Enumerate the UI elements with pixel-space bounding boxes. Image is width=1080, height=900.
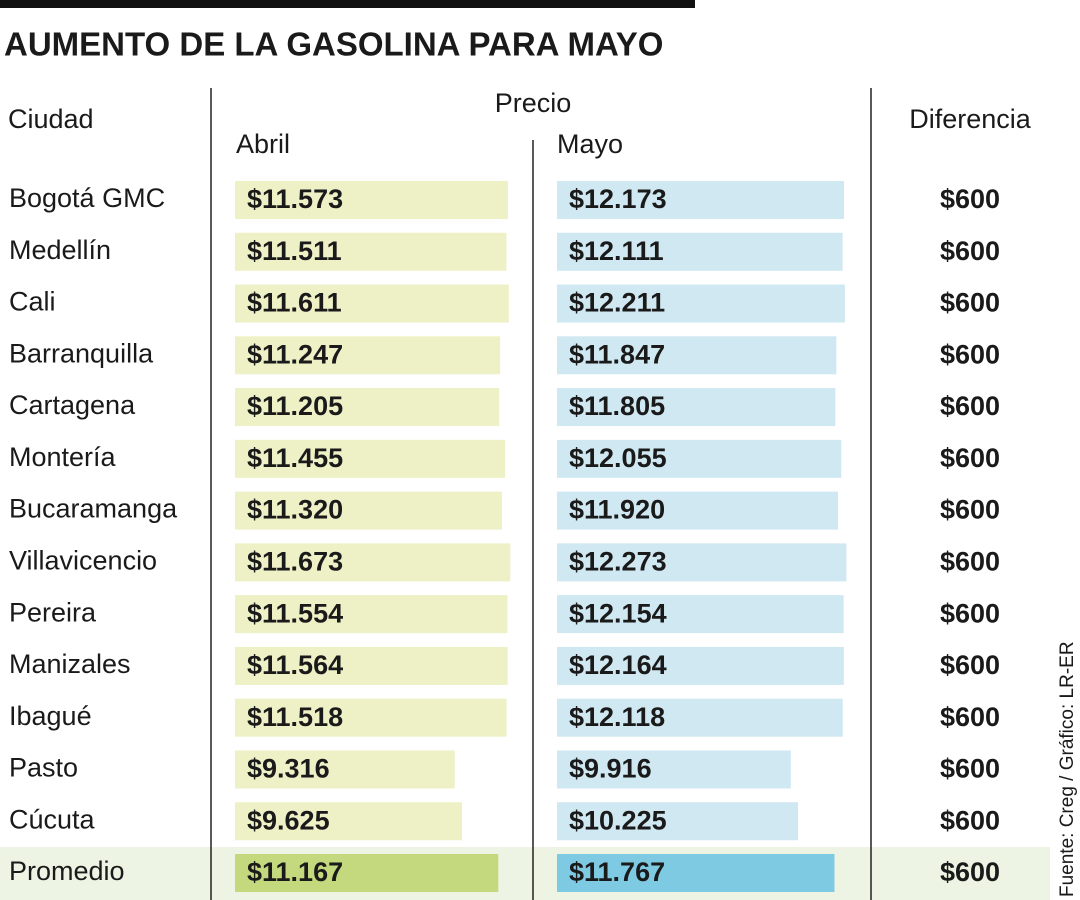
bar xyxy=(557,181,845,219)
bar xyxy=(557,750,791,789)
header: Diferencia xyxy=(909,104,1032,134)
difference-label: $600 xyxy=(940,495,1000,525)
value-label: $12.118 xyxy=(569,702,665,732)
bar xyxy=(235,439,506,478)
value-label: $9.316 xyxy=(247,754,330,784)
value-label: $11.511 xyxy=(247,236,342,266)
value-label: $11.247 xyxy=(247,339,343,369)
bar xyxy=(557,439,842,478)
difference-label: $600 xyxy=(940,443,1000,473)
row-label: Cartagena xyxy=(9,390,136,420)
row-label: Bogotá GMC xyxy=(9,183,165,213)
value-label: $11.167 xyxy=(247,857,343,887)
bar xyxy=(557,802,799,841)
difference-label: $600 xyxy=(940,702,1000,732)
value-label: $11.673 xyxy=(247,547,343,577)
bar xyxy=(557,543,847,582)
bar xyxy=(235,854,499,892)
value-label: $10.225 xyxy=(569,805,667,835)
bar xyxy=(557,646,844,685)
value-label: $11.320 xyxy=(247,495,343,525)
value-label: $11.205 xyxy=(247,391,343,421)
bar xyxy=(557,491,839,530)
bar xyxy=(235,698,507,737)
header: Precio xyxy=(495,88,572,118)
bar xyxy=(557,854,835,892)
row-label: Pasto xyxy=(9,753,78,783)
bar xyxy=(557,388,836,427)
value-label: $11.455 xyxy=(247,443,343,473)
row-label: Ibagué xyxy=(9,701,92,731)
difference-label: $600 xyxy=(940,184,1000,214)
difference-label: $600 xyxy=(940,650,1000,680)
value-label: $11.573 xyxy=(247,184,343,214)
bar xyxy=(235,750,455,789)
bar xyxy=(557,232,843,271)
bar xyxy=(235,543,511,582)
difference-label: $600 xyxy=(940,754,1000,784)
title-rule xyxy=(0,0,695,8)
bar xyxy=(235,646,508,685)
difference-label: $600 xyxy=(940,391,1000,421)
difference-label: $600 xyxy=(940,236,1000,266)
value-label: $11.554 xyxy=(247,598,343,628)
value-label: $11.805 xyxy=(569,391,665,421)
value-label: $11.564 xyxy=(247,650,343,680)
value-label: $12.111 xyxy=(569,236,664,266)
bar xyxy=(235,232,507,271)
difference-label: $600 xyxy=(940,598,1000,628)
bar xyxy=(235,284,509,323)
header: Ciudad xyxy=(8,104,94,134)
difference-label: $600 xyxy=(940,288,1000,318)
row-label: Manizales xyxy=(9,649,131,679)
value-label: $9.916 xyxy=(569,754,652,784)
value-label: $12.173 xyxy=(569,184,667,214)
legend-entry: Abril xyxy=(236,129,290,159)
value-label: $9.625 xyxy=(247,805,330,835)
value-label: $12.055 xyxy=(569,443,667,473)
value-label: $11.920 xyxy=(569,495,665,525)
difference-label: $600 xyxy=(940,547,1000,577)
difference-label: $600 xyxy=(940,339,1000,369)
bar xyxy=(557,595,844,634)
value-label: $11.767 xyxy=(569,857,665,887)
bar xyxy=(235,491,502,530)
value-label: $12.164 xyxy=(569,650,667,680)
row-label: Barranquilla xyxy=(9,338,154,368)
row-label: Cúcuta xyxy=(9,804,96,834)
value-label: $12.154 xyxy=(569,598,667,628)
value-label: $11.847 xyxy=(569,339,665,369)
bar xyxy=(235,388,500,427)
row-label: Medellín xyxy=(9,235,111,265)
bar xyxy=(235,181,508,219)
bar xyxy=(557,284,845,323)
value-label: $11.518 xyxy=(247,702,343,732)
bar xyxy=(235,802,462,841)
value-label: $11.611 xyxy=(247,288,342,318)
row-label: Villavicencio xyxy=(9,546,157,576)
difference-label: $600 xyxy=(940,857,1000,887)
difference-label: $600 xyxy=(940,805,1000,835)
highlight-row xyxy=(0,847,1050,900)
bar xyxy=(557,336,837,375)
value-label: $12.211 xyxy=(569,288,665,318)
source: Fuente: Creg / Gráfico: LR-ER xyxy=(1057,641,1078,897)
bar xyxy=(235,336,501,375)
row-label: Montería xyxy=(9,442,117,472)
row-label: Promedio xyxy=(9,856,125,886)
row-label: Pereira xyxy=(9,597,97,627)
row-label: Bucaramanga xyxy=(9,494,178,524)
bar xyxy=(557,698,843,737)
value-label: $12.273 xyxy=(569,547,667,577)
chart-title: AUMENTO DE LA GASOLINA PARA MAYO xyxy=(4,26,663,63)
row-label: Cali xyxy=(9,287,56,317)
bar xyxy=(235,595,508,634)
legend-entry: Mayo xyxy=(557,129,623,159)
